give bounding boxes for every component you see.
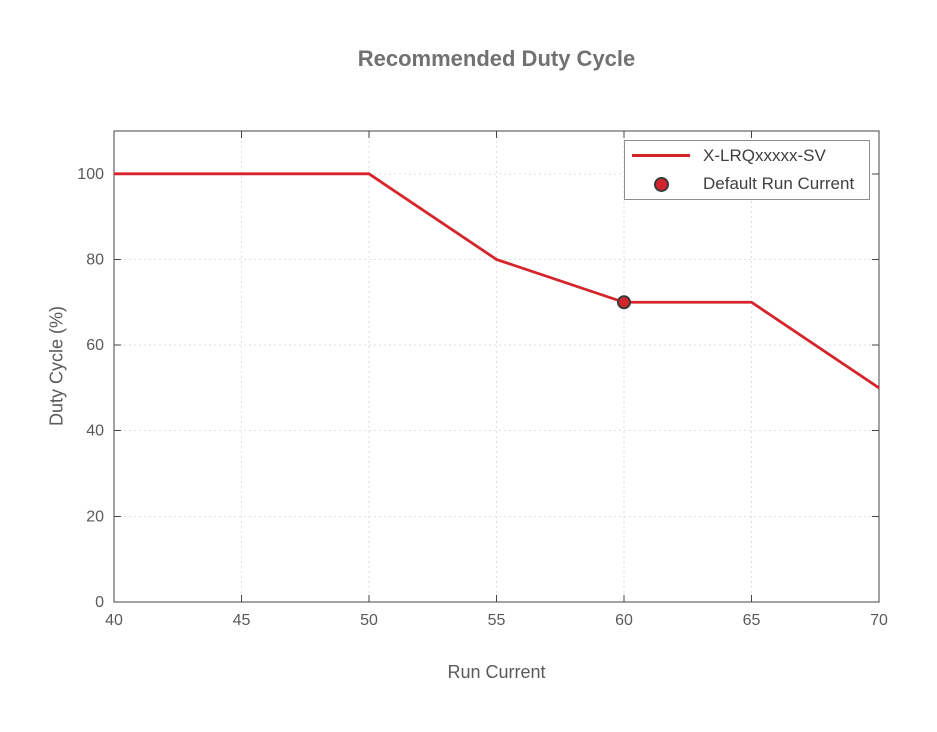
y-tick-label: 100 [77,166,104,183]
legend-item-label: X-LRQxxxxx-SV [703,145,826,165]
series-line [114,172,880,390]
legend-box: X-LRQxxxxx-SV Default Run Current [624,140,870,200]
x-tick-label: 70 [870,612,888,629]
chart-title: Recommended Duty Cycle [357,46,636,71]
x-tick-label: 50 [360,612,378,629]
y-tick-label: 0 [95,594,104,611]
y-tick-label: 20 [86,508,104,525]
legend-swatch-area [632,176,690,192]
x-tick-label: 60 [615,612,633,629]
y-tick-label: 40 [86,423,104,440]
legend-item: X-LRQxxxxx-SV [625,142,869,170]
y-axis-label: Duty Cycle (%) [46,305,67,427]
legend-item-label: Default Run Current [703,174,855,194]
x-tick-label: 45 [233,612,251,629]
x-axis-label: Run Current [447,662,546,682]
x-tick-label: 40 [105,612,123,629]
legend-line-swatch [632,154,690,158]
x-tick-label: 55 [488,612,506,629]
default-run-current-marker [617,295,631,310]
legend-swatch-area [632,154,690,158]
y-tick-label: 80 [86,251,104,268]
legend-item: Default Run Current [625,170,869,198]
legend-dot-swatch [653,176,669,192]
x-tick-label: 65 [743,612,761,629]
y-tick-label: 60 [86,337,104,354]
